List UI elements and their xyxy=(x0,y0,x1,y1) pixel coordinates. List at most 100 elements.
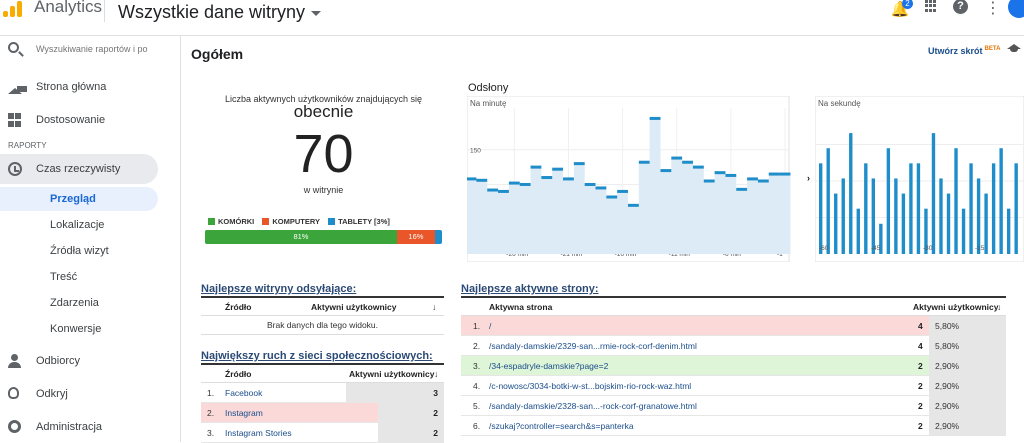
device-share-bar: 81% 16% xyxy=(205,230,442,244)
bar[interactable] xyxy=(961,208,966,254)
property-selector[interactable]: Wszystkie dane witryny xyxy=(118,2,322,23)
app-name: Analytics xyxy=(34,0,103,16)
sidebar-item-discover[interactable]: Odkryj xyxy=(0,379,181,409)
col-source[interactable]: Źródło xyxy=(225,302,252,312)
table-header: Aktywna strona Aktywni użytkownicy ↓ xyxy=(461,298,1006,316)
sidebar-item-customization[interactable]: Dostosowanie xyxy=(0,105,181,135)
sidebar-item-audience[interactable]: Odbiorcy xyxy=(0,346,181,376)
apps-grid-icon[interactable] xyxy=(925,0,937,12)
row-number: 1. xyxy=(473,321,481,331)
analytics-logo-icon[interactable] xyxy=(3,1,23,17)
bar[interactable] xyxy=(886,148,891,254)
device-segment: 81% xyxy=(205,230,397,244)
sidebar-subitem-overview[interactable]: Przegląd xyxy=(0,187,158,211)
sidebar-search[interactable] xyxy=(0,36,181,62)
bar[interactable] xyxy=(991,163,996,254)
bar[interactable] xyxy=(909,163,913,254)
bar[interactable] xyxy=(871,178,876,254)
row-percent: 5,80% xyxy=(935,321,960,331)
caret-down-icon xyxy=(311,10,322,16)
bar[interactable] xyxy=(841,178,845,254)
avatar[interactable] xyxy=(1008,0,1024,18)
bar[interactable] xyxy=(969,163,973,254)
bar[interactable] xyxy=(826,148,830,254)
page-rows: 1. / 4 5,80% 2. /sandaly-damskie/2329-san...r… xyxy=(461,316,1006,436)
x-tick-label: -11 min xyxy=(669,251,691,258)
bar[interactable] xyxy=(916,163,921,254)
sidebar-item-realtime[interactable]: Czas rzeczywisty xyxy=(0,154,158,184)
bar[interactable] xyxy=(939,178,943,254)
bar[interactable] xyxy=(984,193,988,254)
table-row[interactable]: 2. /sandaly-damskie/2329-san...rmie-rock-… xyxy=(461,336,1006,356)
bar[interactable] xyxy=(901,193,906,254)
more-vert-icon[interactable]: ⋮ xyxy=(985,0,1001,17)
row-users: 2 xyxy=(918,361,923,371)
value-bar xyxy=(929,316,1006,335)
social-title: Największy ruch z sieci społecznościowyc… xyxy=(201,350,433,362)
bar[interactable] xyxy=(834,193,838,254)
sidebar-subitem-locations[interactable]: Lokalizacje xyxy=(0,213,181,237)
row-source-link[interactable]: Instagram Stories xyxy=(225,428,292,438)
sidebar-subitem-conversions[interactable]: Konwersje xyxy=(0,317,181,341)
create-shortcut-link[interactable]: Utwórz skrót BETA xyxy=(928,46,1000,56)
bar[interactable] xyxy=(856,208,860,254)
sidebar-item-home[interactable]: Strona główna xyxy=(0,72,181,102)
table-row[interactable]: 1. / 4 5,80% xyxy=(461,316,1006,336)
bar[interactable] xyxy=(931,133,936,254)
bar[interactable] xyxy=(976,178,981,254)
table-row[interactable]: 2. Instagram 2 xyxy=(201,403,444,423)
subitem-label: Treść xyxy=(50,271,78,283)
table-row[interactable]: 1. Facebook 3 xyxy=(201,383,444,403)
row-number: 1. xyxy=(207,388,215,398)
sidebar-subitem-content[interactable]: Treść xyxy=(0,265,181,289)
bar[interactable] xyxy=(999,148,1003,254)
graduation-cap-icon[interactable] xyxy=(1007,44,1021,54)
bar[interactable] xyxy=(1006,208,1011,254)
row-source-link[interactable]: Facebook xyxy=(225,388,263,398)
bar[interactable] xyxy=(894,178,898,254)
bar[interactable] xyxy=(864,163,868,254)
help-icon[interactable]: ? xyxy=(953,0,968,14)
col-page[interactable]: Aktywna strona xyxy=(489,302,553,312)
table-row[interactable]: 3. Instagram Stories 2 xyxy=(201,423,444,443)
chart-subtitle: Na sekundę xyxy=(818,99,861,108)
sort-down-icon[interactable]: ↓ xyxy=(997,302,1002,312)
main-content: Ogółem Utwórz skrót BETA Liczba aktywnych… xyxy=(181,36,1024,443)
row-page-link[interactable]: /34-espadryle-damskie?page=2 xyxy=(489,361,609,371)
search-icon xyxy=(8,42,19,53)
bar[interactable] xyxy=(954,148,958,254)
bar[interactable] xyxy=(879,223,883,254)
table-row[interactable]: 6. /szukaj?controller=search&s=panterka 2 2… xyxy=(461,416,1006,436)
col-users[interactable]: Aktywni użytkownicy xyxy=(913,302,999,312)
row-page-link[interactable]: /szukaj?controller=search&s=panterka xyxy=(489,421,634,431)
col-users[interactable]: Aktywni użytkownicy xyxy=(349,369,435,379)
y-tick-label: 150 xyxy=(470,148,481,155)
search-input[interactable] xyxy=(36,41,148,57)
bar[interactable] xyxy=(819,163,823,254)
row-page-link[interactable]: / xyxy=(489,321,492,331)
sort-down-icon[interactable]: ↓ xyxy=(434,369,439,379)
pageviews-per-minute-chart: Na minutę50100150-26 min-21 min-16 min-1… xyxy=(467,96,791,262)
table-row[interactable]: 5. /sandaly-damskie/2328-san...-rock-corf… xyxy=(461,396,1006,416)
x-tick-label: -1 xyxy=(777,251,783,258)
row-page-link[interactable]: /sandaly-damskie/2329-san...rmie-rock-co… xyxy=(489,341,697,351)
x-tick-label: -26 min xyxy=(506,251,528,258)
subitem-label: Przegląd xyxy=(50,193,96,205)
table-row[interactable]: 4. /c-nowosc/3034-botki-w-st...bojskim-ri… xyxy=(461,376,1006,396)
bar[interactable] xyxy=(924,208,928,254)
bar[interactable] xyxy=(1014,163,1018,254)
row-page-link[interactable]: /c-nowosc/3034-botki-w-st...bojskim-rio-… xyxy=(489,381,692,391)
row-percent: 2,90% xyxy=(935,401,960,411)
row-page-link[interactable]: /sandaly-damskie/2328-san...-rock-corf-g… xyxy=(489,401,697,411)
col-source[interactable]: Źródło xyxy=(225,369,252,379)
sidebar-item-admin[interactable]: Administracja xyxy=(0,412,181,442)
bar[interactable] xyxy=(849,133,853,254)
sort-down-icon[interactable]: ↓ xyxy=(432,302,437,312)
sidebar-subitem-events[interactable]: Zdarzenia xyxy=(0,291,181,315)
row-source-link[interactable]: Instagram xyxy=(225,408,263,418)
referrers-table: Źródło Aktywni użytkownicy ↓ Brak danych… xyxy=(201,296,444,335)
sidebar-subitem-traffic-sources[interactable]: Źródła wizyt xyxy=(0,239,181,263)
bar[interactable] xyxy=(946,193,951,254)
table-row[interactable]: 3. /34-espadryle-damskie?page=2 2 2,90% xyxy=(461,356,1006,376)
col-users[interactable]: Aktywni użytkownicy xyxy=(311,302,397,312)
